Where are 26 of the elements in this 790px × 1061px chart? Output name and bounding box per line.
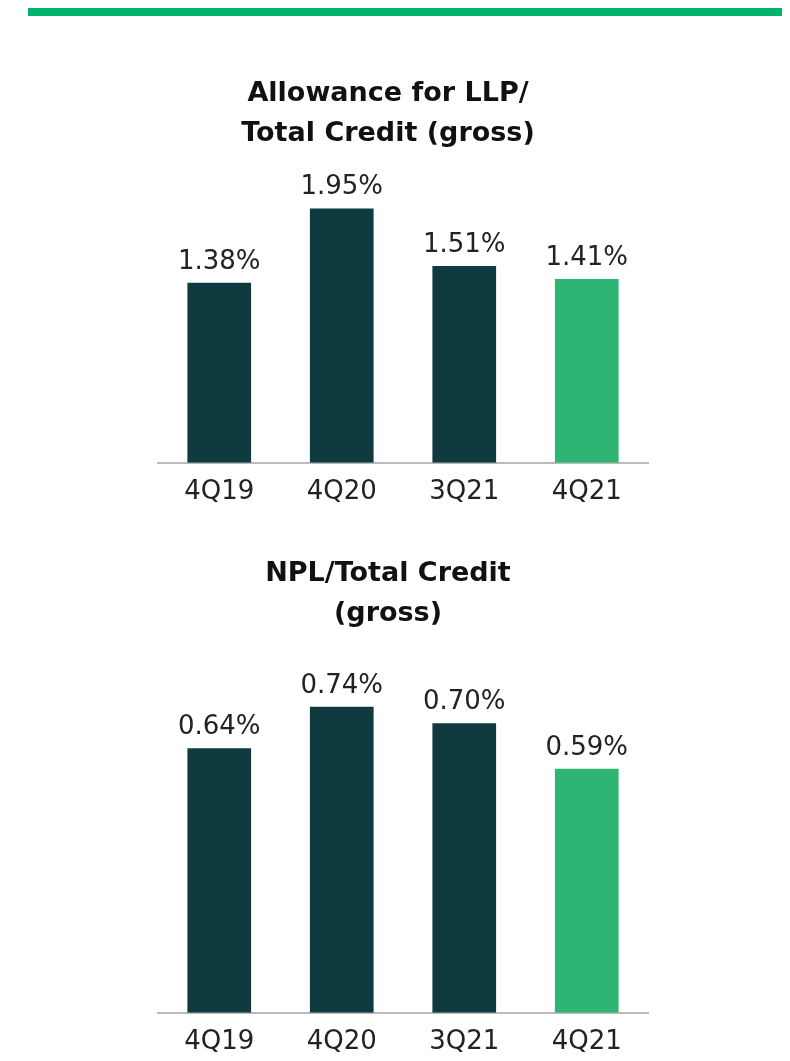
- x-tick-label: 4Q19: [184, 475, 255, 506]
- data-label: 1.51%: [422, 227, 506, 258]
- data-label: 1.41%: [545, 240, 629, 271]
- bar: [309, 706, 374, 1013]
- x-tick-label: 3Q21: [429, 475, 500, 506]
- bar: [187, 282, 252, 463]
- bar: [554, 278, 619, 463]
- chart-title: Allowance for LLP/ Total Credit (gross): [240, 75, 536, 149]
- x-tick-label: 4Q19: [184, 1025, 255, 1056]
- data-label: 0.70%: [422, 685, 506, 716]
- bar: [187, 748, 252, 1013]
- x-tick-label: 4Q21: [551, 475, 622, 506]
- data-label: 0.74%: [300, 668, 384, 699]
- data-label: 1.38%: [177, 244, 261, 275]
- chart-title: NPL/Total Credit (gross): [264, 555, 512, 629]
- x-tick-label: 4Q20: [306, 1025, 377, 1056]
- bar: [432, 265, 497, 463]
- bar: [309, 208, 374, 463]
- data-label: 0.64%: [177, 709, 261, 740]
- data-label: 0.59%: [545, 730, 629, 761]
- bar: [554, 768, 619, 1013]
- bar: [432, 723, 497, 1013]
- x-tick-label: 4Q21: [551, 1025, 622, 1056]
- data-label: 1.95%: [300, 170, 384, 201]
- x-tick-label: 4Q20: [306, 475, 377, 506]
- x-tick-label: 3Q21: [429, 1025, 500, 1056]
